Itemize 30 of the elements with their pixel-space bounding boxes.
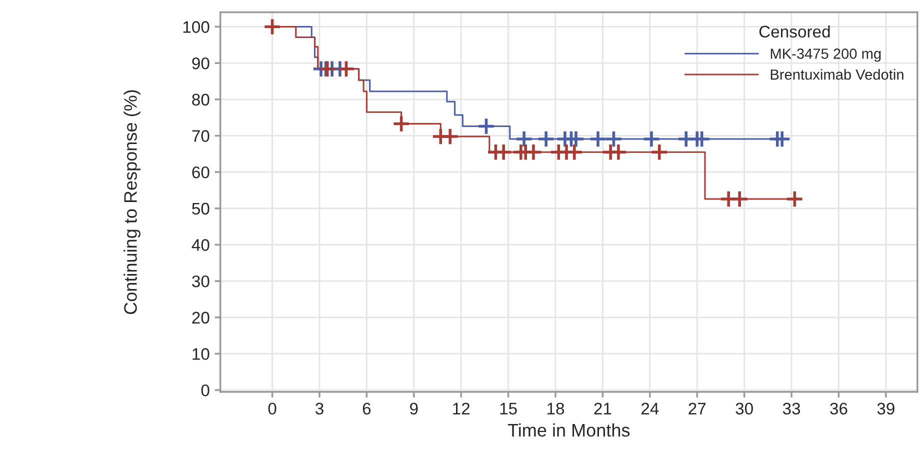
x-tick-label: 27: [688, 402, 706, 414]
y-tick-label: 10: [192, 348, 210, 360]
x-tick-label: 24: [641, 402, 659, 414]
x-tick-label: 9: [410, 402, 418, 415]
x-tick-label: 6: [362, 402, 371, 415]
y-axis-title: Continuing to Response (%): [124, 90, 140, 314]
y-tick-label: 90: [192, 57, 210, 70]
x-tick-label: 33: [782, 402, 800, 415]
y-tick-label: 60: [192, 166, 210, 178]
y-tick-label: 100: [183, 21, 210, 33]
legend-title: Censored: [759, 25, 830, 38]
y-tick-label: 0: [201, 384, 210, 396]
legend-label: MK-3475 200 mg: [770, 48, 881, 62]
legend-label: Brentuximab Vedotin: [770, 69, 904, 80]
x-tick-label: 15: [500, 402, 517, 415]
y-tick-label: 40: [192, 239, 210, 251]
x-axis-title: Time in Months: [508, 423, 630, 437]
x-tick-label: 18: [548, 402, 564, 415]
x-tick-label: 12: [453, 402, 470, 414]
x-tick-label: 36: [830, 402, 848, 415]
x-tick-label: 39: [877, 402, 894, 415]
x-tick-label: 21: [594, 402, 612, 414]
x-tick-label: 30: [736, 402, 753, 415]
x-tick-label: 0: [268, 402, 276, 415]
y-tick-label: 70: [192, 130, 210, 142]
y-tick-label: 20: [192, 312, 210, 324]
y-tick-label: 30: [192, 275, 210, 288]
x-tick-label: 3: [315, 402, 324, 415]
y-tick-label: 80: [192, 94, 210, 106]
y-tick-label: 50: [192, 202, 210, 215]
